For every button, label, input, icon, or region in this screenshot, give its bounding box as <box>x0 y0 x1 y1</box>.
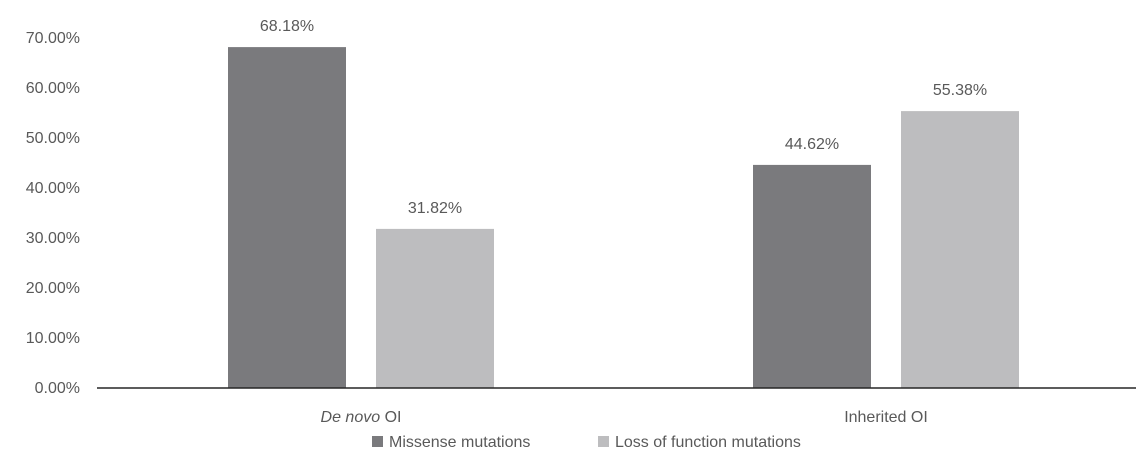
data-label: 68.18% <box>260 18 314 35</box>
y-tick-label: 50.00% <box>26 130 80 147</box>
category-label: De novo OI <box>321 409 402 426</box>
y-tick-label: 10.00% <box>26 330 80 347</box>
y-tick-label: 0.00% <box>35 380 80 397</box>
y-axis: 0.00% 10.00% 20.00% 30.00% 40.00% 50.00% 60.00… <box>26 30 80 397</box>
data-label: 55.38% <box>933 82 987 99</box>
category-label-text: OI <box>380 409 401 426</box>
bar-missense-0 <box>228 47 346 388</box>
bar-loss-of-function-0 <box>376 228 494 388</box>
legend-label: Missense mutations <box>389 434 530 451</box>
category-label-italic: De novo <box>321 409 381 426</box>
legend-label: Loss of function mutations <box>615 434 801 451</box>
y-tick-label: 30.00% <box>26 230 80 247</box>
y-tick-label: 60.00% <box>26 80 80 97</box>
bar-missense-1 <box>753 164 871 388</box>
data-labels: 68.18% 44.62% 31.82% 55.38% <box>260 18 987 217</box>
bars <box>228 47 1019 388</box>
data-label: 44.62% <box>785 136 839 153</box>
y-tick-label: 40.00% <box>26 180 80 197</box>
legend-swatch <box>598 436 609 447</box>
legend-swatch <box>372 436 383 447</box>
x-axis: De novo OI Inherited OI <box>97 387 1136 426</box>
data-label: 31.82% <box>408 200 462 217</box>
y-tick-label: 20.00% <box>26 280 80 297</box>
legend: Missense mutations Loss of function mutat… <box>372 434 801 451</box>
bar-loss-of-function-1 <box>901 111 1019 388</box>
y-tick-label: 70.00% <box>26 30 80 47</box>
category-label: Inherited OI <box>844 409 928 426</box>
